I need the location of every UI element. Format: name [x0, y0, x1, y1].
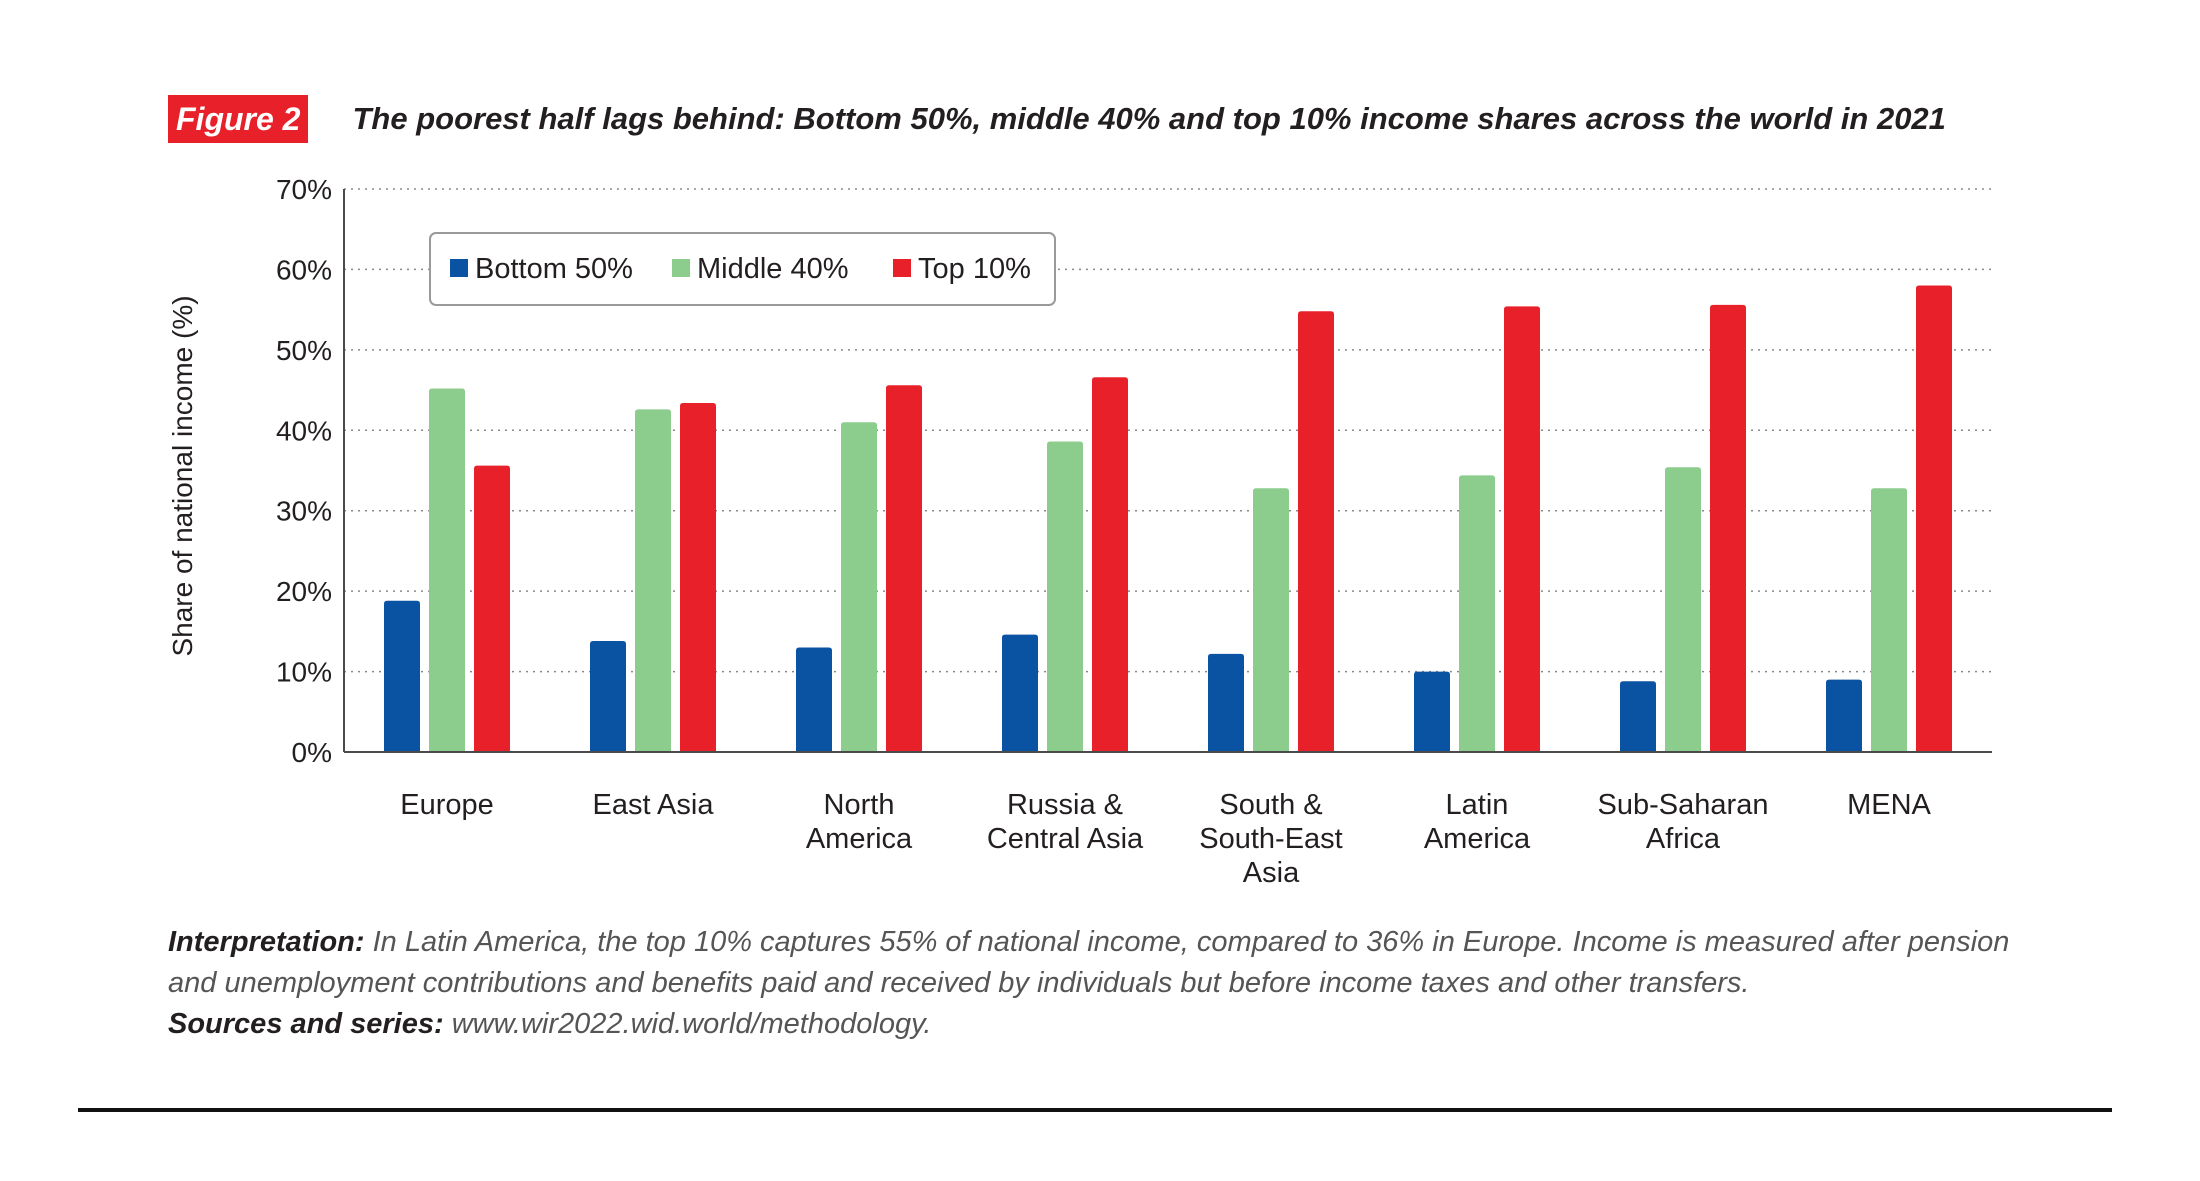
x-tick-label: South-East	[1199, 823, 1342, 855]
legend-box	[429, 232, 1056, 306]
bar	[1710, 304, 1746, 752]
y-tick-label: 10%	[276, 657, 332, 688]
figure-notes: Interpretation: In Latin America, the to…	[168, 922, 2048, 1045]
y-tick-label: 50%	[276, 335, 332, 366]
y-tick-label: 0%	[292, 737, 332, 768]
interpretation-label: Interpretation:	[168, 926, 365, 958]
legend-swatch	[672, 259, 690, 277]
bar	[429, 388, 465, 752]
sources-note: Sources and series: www.wir2022.wid.worl…	[168, 1004, 2048, 1045]
bar	[1208, 653, 1244, 752]
x-tick-label: South &	[1219, 789, 1322, 821]
y-tick-label: 40%	[276, 415, 332, 446]
legend: Bottom 50% Middle 40% Top 10%	[429, 232, 1056, 306]
legend-label: Top 10%	[918, 253, 1031, 285]
bar	[1002, 634, 1038, 752]
bar	[1665, 467, 1701, 752]
sources-link[interactable]: www.wir2022.wid.world/methodology.	[443, 1008, 932, 1040]
bars	[384, 285, 1952, 752]
interpretation-note: Interpretation: In Latin America, the to…	[168, 922, 2048, 1004]
axes	[343, 189, 1992, 753]
bar	[886, 385, 922, 752]
bar	[635, 409, 671, 752]
y-tick-label: 60%	[276, 254, 332, 285]
bar	[680, 402, 716, 752]
x-tick-label: America	[1424, 823, 1531, 855]
x-tick-label: MENA	[1847, 789, 1931, 821]
legend-items: Bottom 50% Middle 40% Top 10%	[450, 253, 1031, 285]
y-tick-label: 30%	[276, 496, 332, 527]
bar	[474, 465, 510, 752]
legend-swatch	[450, 259, 468, 277]
x-tick-label: America	[806, 823, 913, 855]
x-tick-label: Latin	[1446, 789, 1509, 821]
bar	[1504, 306, 1540, 752]
bar	[1092, 377, 1128, 752]
bar	[841, 422, 877, 752]
y-axis-ticks: 0% 10% 20% 30% 40% 50% 60% 70%	[276, 174, 332, 768]
x-tick-label: Sub-Saharan	[1598, 789, 1769, 821]
x-tick-label: Russia &	[1007, 789, 1123, 821]
y-tick-label: 70%	[276, 174, 332, 205]
bar	[384, 600, 420, 752]
bar	[1298, 311, 1334, 752]
legend-label: Middle 40%	[697, 253, 849, 285]
x-tick-label: Asia	[1243, 857, 1300, 889]
bar	[1916, 285, 1952, 752]
interpretation-text: In Latin America, the top 10% captures 5…	[168, 926, 2010, 999]
bar	[1253, 488, 1289, 752]
bar	[1871, 488, 1907, 752]
figure-label: Figure 2	[168, 95, 309, 143]
bar	[1047, 441, 1083, 752]
bar-chart: 0% 10% 20% 30% 40% 50% 60% 70% Europe East Asia N…	[167, 174, 1992, 889]
bar	[1620, 681, 1656, 752]
figure-header: Figure 2 The poorest half lags behind: B…	[168, 95, 1946, 143]
x-tick-label: North	[824, 789, 895, 821]
x-tick-label: East Asia	[593, 789, 715, 821]
bar	[1826, 679, 1862, 752]
bar	[796, 647, 832, 752]
bar	[590, 641, 626, 752]
bar	[1414, 671, 1450, 752]
legend-label: Bottom 50%	[475, 253, 633, 285]
sources-label: Sources and series:	[168, 1008, 444, 1040]
bar	[1459, 475, 1495, 752]
y-tick-label: 20%	[276, 576, 332, 607]
y-axis-title: Share of national income (%)	[167, 295, 198, 656]
bottom-rule	[78, 1108, 2112, 1112]
x-tick-label: Europe	[400, 789, 494, 821]
legend-swatch	[893, 259, 911, 277]
x-tick-label: Central Asia	[987, 823, 1144, 855]
x-tick-label: Africa	[1646, 823, 1721, 855]
figure-title: The poorest half lags behind: Bottom 50%…	[352, 101, 1946, 136]
